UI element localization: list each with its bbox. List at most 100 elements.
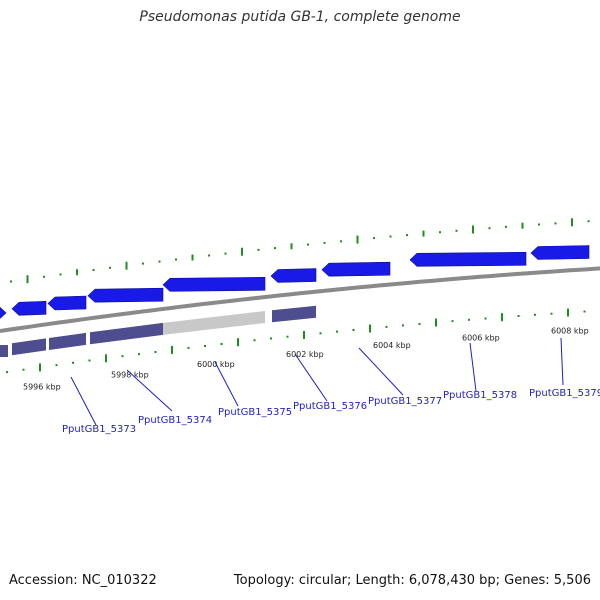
gc-tick [439, 231, 441, 234]
scale-tick-label: 6008 kbp [551, 327, 589, 336]
feature-band-segment [272, 305, 316, 323]
gc-tick [92, 269, 95, 271]
gene-labels[interactable]: PputGB1_5373PputGB1_5374PputGB1_5375Pput… [62, 337, 600, 435]
cds-arrow[interactable] [0, 306, 7, 319]
inner-tick [187, 346, 190, 349]
gc-tick [323, 241, 326, 244]
inner-tick [39, 363, 41, 372]
inner-tick [484, 317, 487, 320]
inner-tick [418, 323, 421, 325]
gc-tick [488, 227, 491, 230]
inner-tick [336, 330, 338, 333]
gc-tick [290, 243, 293, 250]
gc-skew-track [10, 218, 590, 284]
inner-tick [517, 315, 520, 317]
feature-band-track [0, 305, 316, 357]
inner-tick [385, 325, 388, 328]
gc-tick [191, 254, 194, 261]
inner-tick [303, 331, 305, 339]
gc-tick [10, 280, 12, 283]
inner-tick [237, 338, 239, 347]
gc-tick [208, 254, 210, 257]
gene-leader-line [560, 337, 564, 386]
gc-tick [472, 225, 474, 234]
backbone-arc [0, 266, 600, 333]
scale-tick-label: 6002 kbp [286, 350, 324, 359]
gene-label[interactable]: PputGB1_5373 [62, 424, 136, 435]
gene-leader-line [294, 353, 328, 402]
inner-tick-track [6, 308, 586, 374]
gene-leader-line [358, 347, 404, 396]
gc-tick [521, 222, 524, 229]
gene-label[interactable]: PputGB1_5377 [368, 396, 442, 407]
gene-label[interactable]: PputGB1_5378 [443, 390, 517, 401]
map-title: Pseudomonas putida GB-1, complete genome [139, 9, 461, 25]
inner-tick [534, 313, 536, 316]
gc-tick [175, 258, 177, 261]
inner-tick [204, 345, 206, 347]
scale-tick-label: 5996 kbp [23, 383, 61, 392]
cds-arrow[interactable] [162, 276, 266, 292]
inner-tick [171, 345, 173, 354]
feature-band-segment [0, 345, 8, 357]
gc-tick [389, 235, 392, 238]
inner-tick [319, 332, 322, 335]
gc-tick [406, 234, 408, 237]
gc-tick [158, 260, 161, 263]
gc-tick [307, 243, 309, 246]
accession-text: Accession: NC_010322 [9, 573, 157, 588]
gc-tick [571, 218, 573, 227]
inner-tick [567, 308, 569, 317]
inner-tick [121, 355, 124, 358]
inner-tick [451, 320, 454, 323]
inner-tick [402, 324, 404, 327]
inner-tick [286, 335, 289, 338]
gc-tick [274, 247, 276, 250]
cds-arrow[interactable] [11, 300, 47, 316]
gc-tick [587, 220, 590, 223]
gc-tick [373, 237, 375, 240]
inner-tick [253, 339, 256, 342]
inner-tick [352, 329, 355, 331]
gene-label[interactable]: PputGB1_5376 [293, 401, 367, 412]
gene-label[interactable]: PputGB1_5379 [529, 388, 600, 399]
feature-band-segment [163, 311, 265, 335]
cds-arrow[interactable] [270, 268, 317, 283]
gene-leader-line [70, 376, 97, 426]
gene-label[interactable]: PputGB1_5375 [218, 407, 292, 418]
gc-tick [241, 247, 243, 256]
gc-tick [554, 222, 557, 225]
inner-tick [88, 359, 91, 362]
feature-band-segment [12, 338, 46, 356]
inner-tick [468, 318, 470, 321]
inner-tick [72, 361, 74, 364]
gene-leader-line [126, 369, 173, 412]
backbone-line [0, 266, 600, 333]
gene-leader-line [214, 361, 239, 407]
gc-tick [109, 266, 111, 269]
gc-tick [455, 229, 458, 232]
inner-tick [154, 351, 157, 353]
gene-label[interactable]: PputGB1_5374 [138, 415, 212, 426]
inner-tick [6, 371, 8, 374]
gc-tick [422, 230, 425, 237]
inner-tick [270, 337, 272, 340]
scale-tick-label: 6006 kbp [462, 333, 500, 342]
cds-arrow[interactable] [409, 251, 527, 267]
cds-arrow[interactable] [87, 287, 164, 303]
inner-tick [220, 343, 223, 345]
inner-tick [369, 324, 371, 333]
gc-tick [125, 261, 128, 270]
gc-tick [26, 275, 29, 284]
gc-tick [505, 225, 507, 228]
cds-arrow[interactable] [530, 245, 590, 260]
gc-tick [224, 252, 227, 255]
gc-tick [142, 262, 144, 265]
inner-tick [105, 354, 107, 363]
gc-tick [356, 235, 359, 244]
cds-arrow[interactable] [321, 261, 391, 277]
cds-arrow[interactable] [47, 295, 87, 311]
cds-track [0, 245, 590, 319]
scale-tick-label: 6004 kbp [373, 341, 411, 350]
